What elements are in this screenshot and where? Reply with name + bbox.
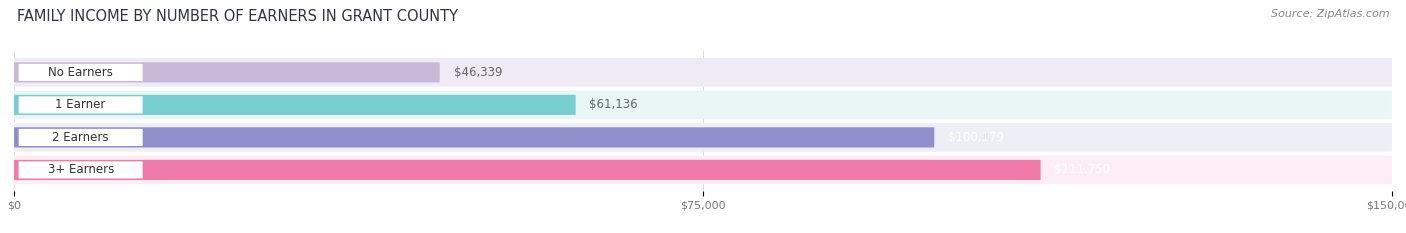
Text: 1 Earner: 1 Earner bbox=[55, 98, 105, 111]
Text: 3+ Earners: 3+ Earners bbox=[48, 163, 114, 176]
Text: No Earners: No Earners bbox=[48, 66, 112, 79]
Text: Source: ZipAtlas.com: Source: ZipAtlas.com bbox=[1271, 9, 1389, 19]
FancyBboxPatch shape bbox=[14, 160, 1040, 180]
FancyBboxPatch shape bbox=[14, 127, 935, 147]
Text: $46,339: $46,339 bbox=[454, 66, 502, 79]
FancyBboxPatch shape bbox=[14, 58, 1392, 87]
FancyBboxPatch shape bbox=[14, 95, 575, 115]
FancyBboxPatch shape bbox=[18, 129, 142, 146]
Text: FAMILY INCOME BY NUMBER OF EARNERS IN GRANT COUNTY: FAMILY INCOME BY NUMBER OF EARNERS IN GR… bbox=[17, 9, 458, 24]
FancyBboxPatch shape bbox=[18, 161, 142, 178]
FancyBboxPatch shape bbox=[18, 64, 142, 81]
Text: $111,750: $111,750 bbox=[1054, 163, 1111, 176]
FancyBboxPatch shape bbox=[14, 156, 1392, 184]
Text: 2 Earners: 2 Earners bbox=[52, 131, 108, 144]
FancyBboxPatch shape bbox=[14, 91, 1392, 119]
Text: $100,179: $100,179 bbox=[948, 131, 1004, 144]
FancyBboxPatch shape bbox=[14, 123, 1392, 152]
FancyBboxPatch shape bbox=[14, 62, 440, 82]
FancyBboxPatch shape bbox=[18, 96, 142, 113]
Text: $61,136: $61,136 bbox=[589, 98, 638, 111]
